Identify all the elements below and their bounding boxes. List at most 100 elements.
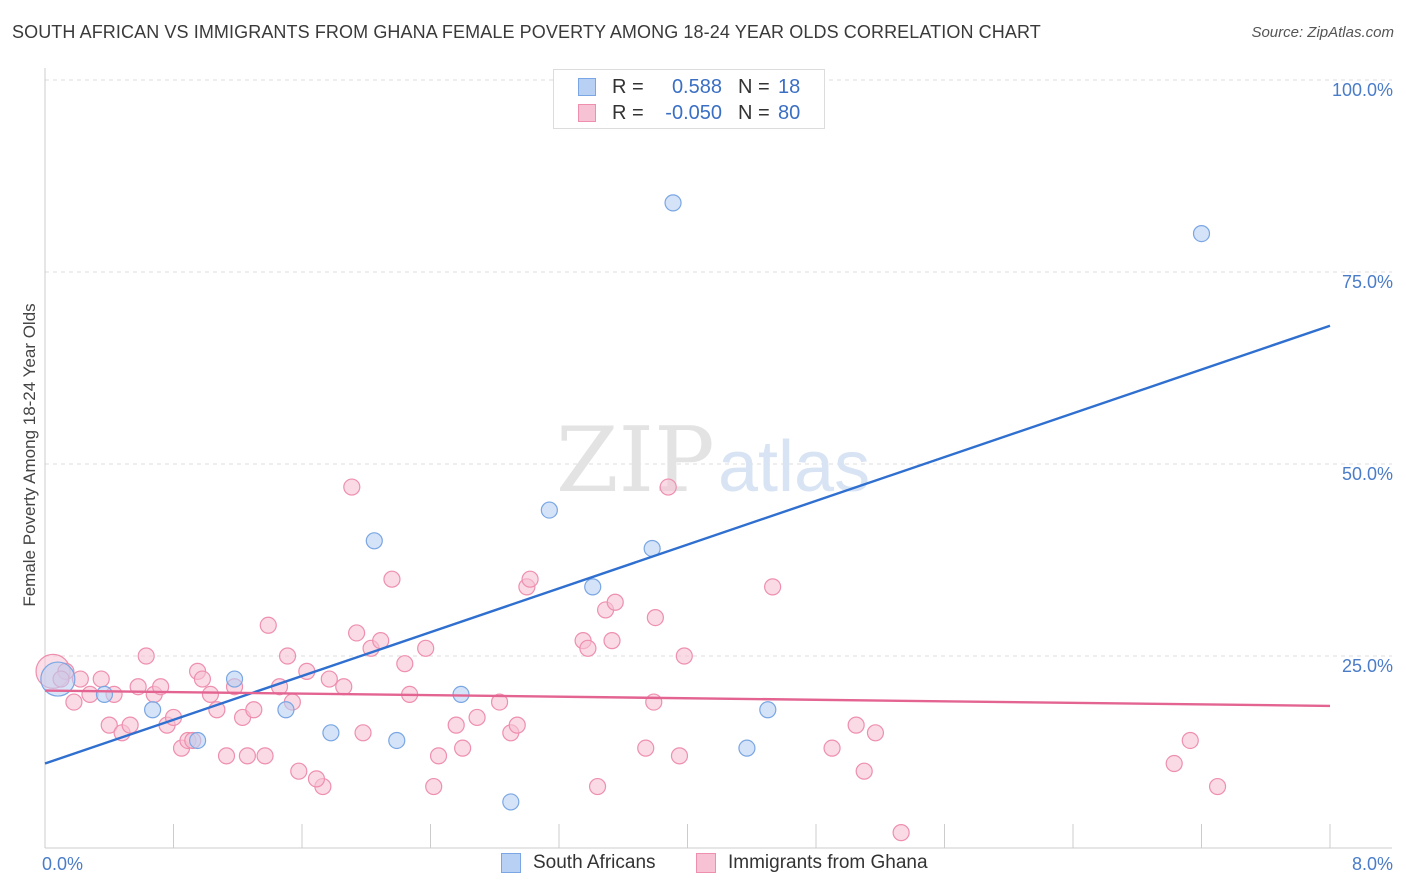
watermark-zip: ZIP bbox=[556, 408, 715, 513]
legend-n-label: N = bbox=[738, 101, 770, 124]
grid-layer bbox=[45, 79, 1392, 657]
legend-r-value: -0.050 bbox=[665, 101, 722, 124]
legend-row-south-africans: R = 0.588 N = 18 bbox=[578, 75, 800, 99]
trend-line-ghana bbox=[44, 689, 1331, 708]
point-ghana bbox=[508, 716, 526, 734]
point-ghana bbox=[348, 624, 366, 642]
series-legend-ghana: Immigrants from Ghana bbox=[696, 852, 928, 874]
x-tick-label-max: 8.0% bbox=[1352, 854, 1393, 874]
axis-layer: 25.0% 50.0% 75.0% 100.0% 0.0% 8.0% bbox=[42, 68, 1393, 874]
point-ghana bbox=[425, 777, 443, 796]
point-ghana bbox=[81, 685, 99, 704]
point-south-african bbox=[388, 731, 406, 750]
point-south-african bbox=[225, 670, 244, 688]
point-south-african bbox=[584, 578, 602, 596]
point-ghana bbox=[137, 647, 155, 665]
legend-swatch-blue bbox=[578, 78, 596, 96]
point-ghana bbox=[521, 570, 539, 588]
point-ghana bbox=[278, 647, 297, 665]
point-ghana bbox=[201, 685, 220, 704]
point-ghana bbox=[396, 655, 414, 673]
trend-layer bbox=[44, 324, 1331, 765]
legend-r-value: 0.588 bbox=[671, 75, 722, 98]
y-axis-label: Female Poverty Among 18-24 Year Olds bbox=[20, 303, 39, 606]
legend-swatch-pink bbox=[578, 104, 596, 122]
legend-row-ghana: R = -0.050 N = 80 bbox=[578, 101, 800, 125]
series-swatch-pink bbox=[696, 853, 716, 873]
point-ghana bbox=[847, 716, 865, 734]
point-south-african bbox=[95, 685, 114, 704]
point-south-african bbox=[540, 501, 558, 519]
point-ghana bbox=[65, 693, 83, 711]
point-ghana bbox=[238, 747, 256, 765]
point-ghana bbox=[468, 708, 486, 727]
point-ghana bbox=[579, 639, 597, 657]
point-ghana bbox=[417, 639, 435, 657]
point-ghana bbox=[1181, 731, 1199, 750]
point-ghana bbox=[454, 739, 472, 757]
point-ghana bbox=[217, 747, 236, 765]
point-ghana bbox=[670, 747, 689, 765]
point-south-african bbox=[502, 793, 520, 811]
legend-n-value: 80 bbox=[778, 101, 801, 124]
point-south-african bbox=[759, 701, 777, 719]
point-ghana bbox=[343, 478, 361, 496]
point-ghana bbox=[245, 701, 263, 719]
point-south-african bbox=[1192, 225, 1211, 243]
point-ghana bbox=[259, 616, 277, 634]
point-ghana bbox=[354, 724, 372, 742]
series-label-south-africans: South Africans bbox=[533, 852, 656, 873]
point-ghana bbox=[866, 724, 885, 742]
point-ghana bbox=[892, 824, 910, 842]
point-south-african bbox=[144, 701, 162, 719]
point-south-african bbox=[277, 701, 295, 719]
point-ghana bbox=[383, 570, 401, 588]
point-south-african bbox=[322, 724, 340, 742]
series-label-ghana: Immigrants from Ghana bbox=[728, 852, 928, 873]
point-ghana bbox=[764, 578, 782, 596]
point-ghana bbox=[307, 770, 326, 788]
x-tick-label-min: 0.0% bbox=[42, 854, 83, 874]
point-south-african bbox=[188, 731, 207, 750]
point-south-african bbox=[40, 661, 76, 697]
point-ghana bbox=[121, 716, 139, 734]
y-tick-label: 75.0% bbox=[1342, 272, 1393, 292]
point-ghana bbox=[659, 478, 677, 496]
points-layer bbox=[35, 194, 1227, 842]
watermark-atlas: atlas bbox=[718, 427, 870, 507]
source-label: Source: ZipAtlas.com bbox=[1251, 24, 1394, 41]
legend-n-value: 18 bbox=[778, 75, 801, 98]
point-ghana bbox=[92, 670, 110, 688]
watermark: ZIP atlas bbox=[556, 408, 870, 513]
point-ghana bbox=[606, 593, 624, 611]
point-ghana bbox=[100, 716, 118, 734]
point-ghana bbox=[588, 777, 607, 796]
point-south-african bbox=[738, 739, 756, 757]
y-tick-label: 100.0% bbox=[1332, 80, 1393, 100]
point-ghana bbox=[1165, 754, 1183, 773]
point-ghana bbox=[645, 693, 663, 711]
point-ghana bbox=[429, 747, 448, 765]
y-tick-label: 25.0% bbox=[1342, 656, 1393, 676]
series-legend: South Africans Immigrants from Ghana bbox=[0, 852, 1406, 878]
point-ghana bbox=[855, 762, 873, 780]
legend-r-label: R = bbox=[612, 75, 644, 98]
point-ghana bbox=[193, 670, 212, 688]
point-ghana bbox=[646, 608, 664, 627]
point-ghana bbox=[335, 678, 353, 696]
legend-r-label: R = bbox=[612, 101, 644, 124]
chart-title: SOUTH AFRICAN VS IMMIGRANTS FROM GHANA F… bbox=[12, 22, 1041, 42]
point-ghana bbox=[637, 739, 655, 757]
series-swatch-blue bbox=[501, 853, 521, 873]
point-ghana bbox=[675, 647, 693, 665]
point-south-african bbox=[365, 532, 383, 550]
point-ghana bbox=[1208, 777, 1227, 796]
point-ghana bbox=[490, 693, 509, 711]
series-legend-south-africans: South Africans bbox=[501, 852, 656, 874]
point-south-african bbox=[664, 194, 682, 212]
y-tick-label: 50.0% bbox=[1342, 464, 1393, 484]
point-ghana bbox=[290, 762, 308, 780]
point-ghana bbox=[603, 632, 621, 650]
point-ghana bbox=[447, 716, 465, 734]
legend-n-label: N = bbox=[738, 75, 770, 98]
